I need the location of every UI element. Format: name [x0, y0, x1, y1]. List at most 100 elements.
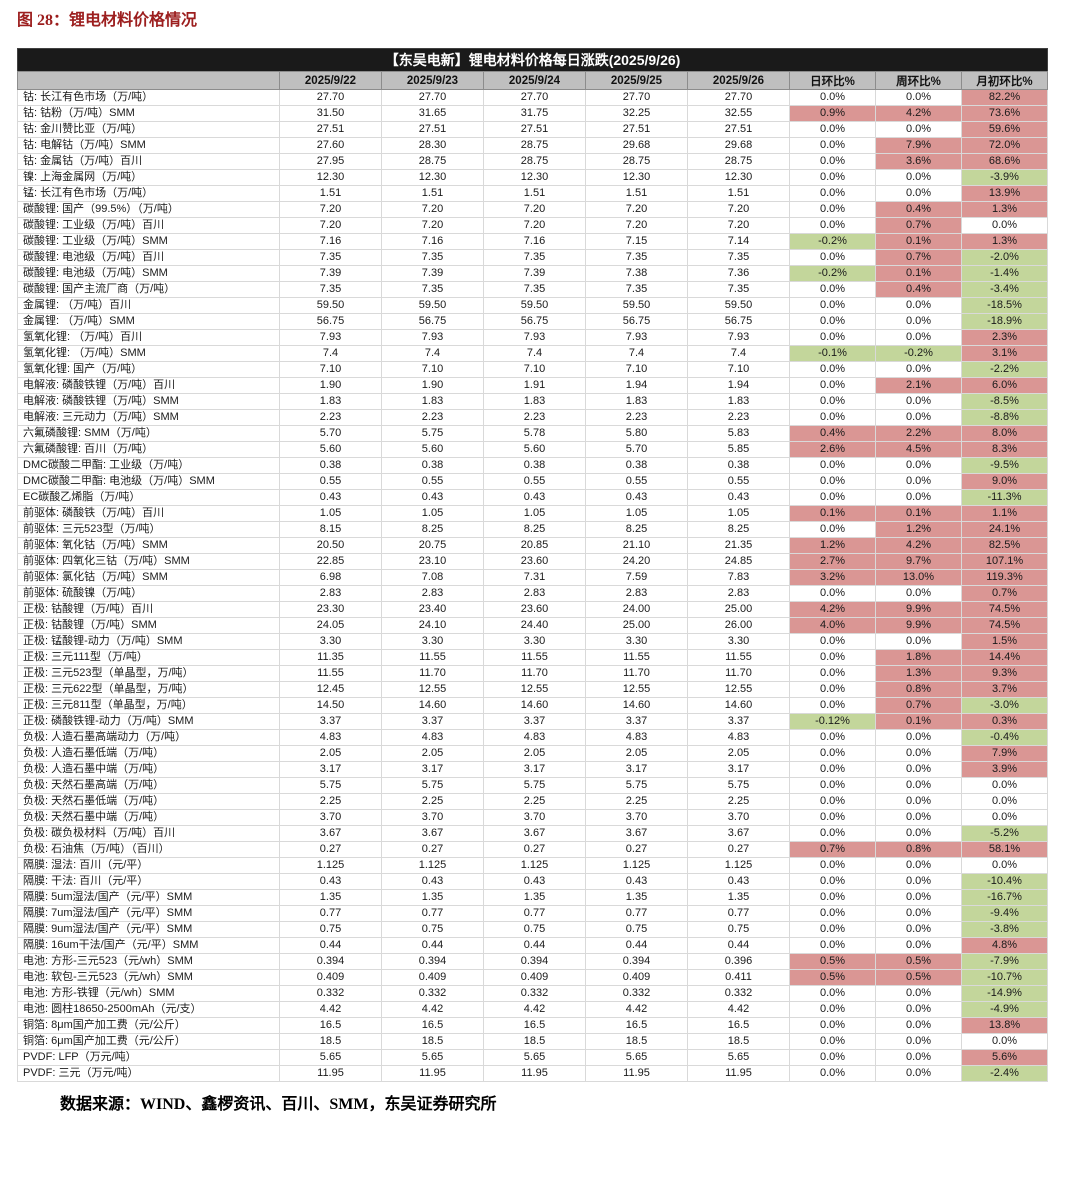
table-row: 电解液: 磷酸铁锂（万/吨）SMM 1.83 1.83 1.83 1.83 1.… [17, 393, 1049, 410]
price-cell: 7.93 [687, 329, 790, 346]
monthly-change-cell: -0.4% [960, 729, 1049, 746]
price-cell: 2.83 [687, 585, 790, 602]
price-cell: 27.70 [483, 89, 586, 106]
weekly-change-cell: 1.8% [875, 649, 962, 666]
price-cell: 4.42 [585, 1001, 688, 1018]
table-row: 碳酸锂: 工业级（万/吨）SMM 7.16 7.16 7.16 7.15 7.1… [17, 233, 1049, 250]
table-row: 负极: 碳负极材料（万/吨）百川 3.67 3.67 3.67 3.67 3.6… [17, 825, 1049, 842]
monthly-change-cell: 0.0% [960, 1033, 1049, 1050]
monthly-change-cell: -10.7% [960, 969, 1049, 986]
monthly-change-cell: -3.9% [960, 169, 1049, 186]
price-cell: 5.75 [585, 777, 688, 794]
price-cell: 27.51 [687, 121, 790, 138]
table-row: 钴: 金川赞比亚（万/吨） 27.51 27.51 27.51 27.51 27… [17, 121, 1049, 138]
weekly-change-cell: 3.6% [875, 153, 962, 170]
material-name-cell: EC碳酸乙烯脂（万/吨） [17, 489, 280, 506]
price-cell: 7.59 [585, 569, 688, 586]
price-cell: 3.30 [687, 633, 790, 650]
monthly-change-cell: 24.1% [960, 521, 1049, 538]
price-cell: 12.55 [381, 681, 484, 698]
price-cell: 24.10 [381, 617, 484, 634]
table-row: 前驱体: 氧化钴（万/吨）SMM 20.50 20.75 20.85 21.10… [17, 537, 1049, 554]
weekly-change-cell: 0.0% [875, 1065, 962, 1082]
monthly-change-cell: 1.5% [960, 633, 1049, 650]
weekly-change-cell: 0.0% [875, 329, 962, 346]
price-cell: 3.30 [585, 633, 688, 650]
price-cell: 59.50 [483, 297, 586, 314]
price-cell: 3.37 [279, 713, 382, 730]
monthly-change-cell: -2.0% [960, 249, 1049, 266]
monthly-change-cell: 2.3% [960, 329, 1049, 346]
monthly-change-cell: 1.1% [960, 505, 1049, 522]
price-cell: 0.43 [687, 873, 790, 890]
daily-change-cell: 0.0% [789, 857, 876, 874]
price-cell: 11.55 [279, 665, 382, 682]
table-row: 负极: 天然石墨高端（万/吨） 5.75 5.75 5.75 5.75 5.75… [17, 777, 1049, 794]
price-cell: 0.77 [381, 905, 484, 922]
price-cell: 1.51 [585, 185, 688, 202]
price-cell: 11.70 [381, 665, 484, 682]
daily-change-cell: 0.0% [789, 89, 876, 106]
price-cell: 1.83 [279, 393, 382, 410]
price-cell: 6.98 [279, 569, 382, 586]
material-name-cell: 负极: 人造石墨高端动力（万/吨） [17, 729, 280, 746]
price-cell: 0.43 [687, 489, 790, 506]
price-cell: 0.394 [381, 953, 484, 970]
price-cell: 0.38 [381, 457, 484, 474]
price-cell: 27.70 [687, 89, 790, 106]
price-cell: 7.08 [381, 569, 484, 586]
price-cell: 11.35 [279, 649, 382, 666]
price-cell: 1.35 [585, 889, 688, 906]
material-name-cell: 六氟磷酸锂: SMM（万/吨） [17, 425, 280, 442]
price-cell: 22.85 [279, 553, 382, 570]
price-cell: 3.70 [279, 809, 382, 826]
table-row: 负极: 石油焦（万/吨）（百川） 0.27 0.27 0.27 0.27 0.2… [17, 841, 1049, 858]
material-name-cell: 负极: 天然石墨中端（万/吨） [17, 809, 280, 826]
material-name-cell: 电池: 方形-铁锂（元/wh）SMM [17, 985, 280, 1002]
weekly-change-cell: 0.4% [875, 281, 962, 298]
table-row: 铜箔: 8μm国产加工费（元/公斤） 16.5 16.5 16.5 16.5 1… [17, 1017, 1049, 1034]
price-cell: 1.125 [279, 857, 382, 874]
monthly-change-cell: -14.9% [960, 985, 1049, 1002]
price-cell: 24.20 [585, 553, 688, 570]
price-cell: 0.75 [585, 921, 688, 938]
weekly-change-cell: 0.0% [875, 777, 962, 794]
price-cell: 5.75 [381, 425, 484, 442]
price-cell: 11.95 [687, 1065, 790, 1082]
material-name-cell: 负极: 碳负极材料（万/吨）百川 [17, 825, 280, 842]
price-cell: 20.50 [279, 537, 382, 554]
material-name-cell: 电解液: 磷酸铁锂（万/吨）百川 [17, 377, 280, 394]
price-cell: 3.67 [483, 825, 586, 842]
monthly-change-cell: 107.1% [960, 553, 1049, 570]
price-cell: 56.75 [483, 313, 586, 330]
price-cell: 7.35 [585, 281, 688, 298]
price-cell: 3.70 [687, 809, 790, 826]
price-cell: 5.70 [279, 425, 382, 442]
monthly-change-cell: 3.9% [960, 761, 1049, 778]
table-row: 电解液: 三元动力（万/吨）SMM 2.23 2.23 2.23 2.23 2.… [17, 409, 1049, 426]
material-name-cell: 金属锂: （万/吨）SMM [17, 313, 280, 330]
weekly-change-cell: 0.0% [875, 313, 962, 330]
daily-change-cell: 0.4% [789, 425, 876, 442]
weekly-change-cell: 0.8% [875, 681, 962, 698]
weekly-change-cell: 0.0% [875, 745, 962, 762]
monthly-change-cell: -18.9% [960, 313, 1049, 330]
weekly-change-cell: 0.5% [875, 953, 962, 970]
weekly-change-cell: 0.0% [875, 761, 962, 778]
price-cell: 2.23 [279, 409, 382, 426]
price-cell: 14.60 [585, 697, 688, 714]
table-row: 负极: 天然石墨低端（万/吨） 2.25 2.25 2.25 2.25 2.25… [17, 793, 1049, 810]
price-cell: 7.20 [687, 201, 790, 218]
price-cell: 1.05 [585, 505, 688, 522]
price-cell: 27.70 [381, 89, 484, 106]
weekly-change-cell: 9.9% [875, 601, 962, 618]
price-cell: 25.00 [687, 601, 790, 618]
table-row: 电池: 方形-铁锂（元/wh）SMM 0.332 0.332 0.332 0.3… [17, 985, 1049, 1002]
price-cell: 2.05 [687, 745, 790, 762]
price-cell: 0.411 [687, 969, 790, 986]
price-cell: 7.35 [381, 249, 484, 266]
material-name-cell: 隔膜: 5um湿法/国产（元/平）SMM [17, 889, 280, 906]
price-cell: 3.17 [381, 761, 484, 778]
price-cell: 0.43 [279, 489, 382, 506]
price-cell: 3.17 [687, 761, 790, 778]
